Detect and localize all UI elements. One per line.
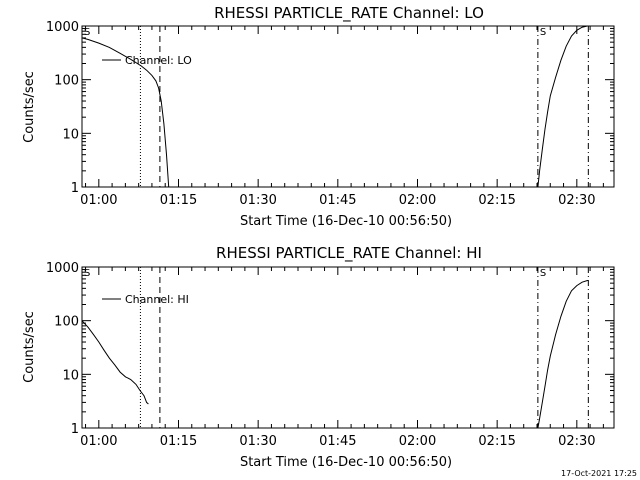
x-axis-label: Start Time (16-Dec-10 00:56:50): [240, 455, 452, 470]
x-tick-label: 01:15: [160, 193, 197, 208]
legend-label: Channel: HI: [125, 293, 189, 306]
x-tick-label: 01:30: [239, 434, 276, 449]
x-axis-label: Start Time (16-Dec-10 00:56:50): [240, 214, 452, 229]
tick-group: 01:00 01:15 01:30 01:45 02:00 02:15 02:30 1 10 10…: [46, 261, 614, 449]
y-tick-label: 100: [54, 315, 79, 330]
x-tick-label: 01:30: [239, 193, 276, 208]
corner-mark: S: [540, 27, 546, 38]
series-line: [537, 280, 589, 429]
tick-group: 01:00 01:15 01:30 01:45 02:00 02:15 02:30 1 10 10…: [46, 20, 614, 208]
series-group: [81, 280, 589, 429]
x-tick-label: 01:15: [160, 434, 197, 449]
legend-label: Channel: LO: [125, 54, 192, 67]
panel-lo: RHESSI PARTICLE_RATE Channel: LO Counts/…: [22, 4, 615, 229]
x-tick-label: 01:00: [80, 434, 117, 449]
x-tick-label: 02:30: [558, 434, 595, 449]
x-tick-label: 01:45: [319, 434, 356, 449]
x-tick-label: 02:15: [478, 434, 515, 449]
panel-hi: RHESSI PARTICLE_RATE Channel: HI Counts/…: [22, 244, 615, 470]
y-axis-label: Counts/sec: [22, 311, 37, 383]
x-tick-label: 01:00: [80, 193, 117, 208]
y-tick-label: 1: [71, 422, 79, 437]
footer-timestamp: 17-Oct-2021 17:25: [561, 469, 637, 478]
corner-mark: S: [84, 268, 90, 279]
chart-title: RHESSI PARTICLE_RATE Channel: LO: [214, 4, 484, 23]
series-line: [81, 320, 149, 405]
x-tick-label: 02:00: [399, 193, 436, 208]
corner-mark: S: [84, 27, 90, 38]
x-tick-label: 02:15: [478, 193, 515, 208]
series-line: [81, 37, 170, 188]
y-tick-label: 10: [62, 368, 79, 383]
chart-title: RHESSI PARTICLE_RATE Channel: HI: [216, 244, 482, 263]
y-tick-label: 1000: [46, 20, 79, 35]
y-tick-label: 100: [54, 74, 79, 89]
y-tick-label: 1: [71, 181, 79, 196]
y-tick-label: 1000: [46, 261, 79, 276]
x-tick-label: 02:00: [399, 434, 436, 449]
y-axis-label: Counts/sec: [22, 71, 37, 143]
x-tick-label: 01:45: [319, 193, 356, 208]
plot-frame: [81, 25, 615, 188]
x-tick-label: 02:30: [558, 193, 595, 208]
plot-frame: [81, 266, 615, 429]
series-group: [81, 25, 593, 188]
y-tick-label: 10: [62, 127, 79, 142]
corner-mark: S: [540, 268, 546, 279]
series-line: [537, 25, 593, 188]
